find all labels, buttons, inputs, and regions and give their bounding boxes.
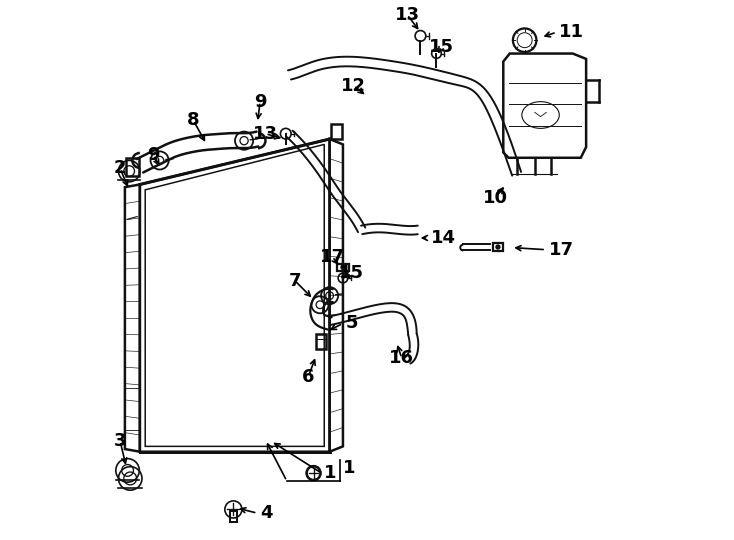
Bar [230, 510, 236, 522]
Text: 2: 2 [114, 159, 126, 178]
Bar [337, 264, 349, 271]
Circle shape [495, 244, 501, 249]
Text: 1: 1 [343, 459, 355, 477]
Circle shape [341, 265, 346, 270]
Text: 13: 13 [395, 5, 420, 24]
Text: 5: 5 [346, 314, 358, 333]
Text: 9: 9 [254, 93, 266, 111]
Text: 15: 15 [429, 38, 454, 56]
Text: 17: 17 [320, 248, 345, 266]
Text: 1: 1 [324, 464, 337, 482]
Text: 10: 10 [483, 189, 508, 207]
Text: 7: 7 [288, 272, 301, 289]
Bar [126, 158, 139, 177]
Text: 15: 15 [338, 264, 363, 282]
Text: 3: 3 [114, 432, 126, 450]
Bar [493, 244, 504, 251]
Text: 11: 11 [559, 23, 584, 41]
Bar [331, 124, 341, 139]
Text: 9: 9 [147, 146, 159, 164]
Text: 6: 6 [302, 368, 314, 386]
Text: 13: 13 [253, 125, 278, 143]
Text: 12: 12 [341, 77, 366, 94]
Text: 16: 16 [389, 349, 414, 367]
Text: 4: 4 [260, 504, 272, 522]
Text: 17: 17 [549, 241, 574, 259]
Text: 14: 14 [431, 229, 456, 247]
Text: 8: 8 [187, 111, 200, 130]
Bar [316, 334, 326, 349]
